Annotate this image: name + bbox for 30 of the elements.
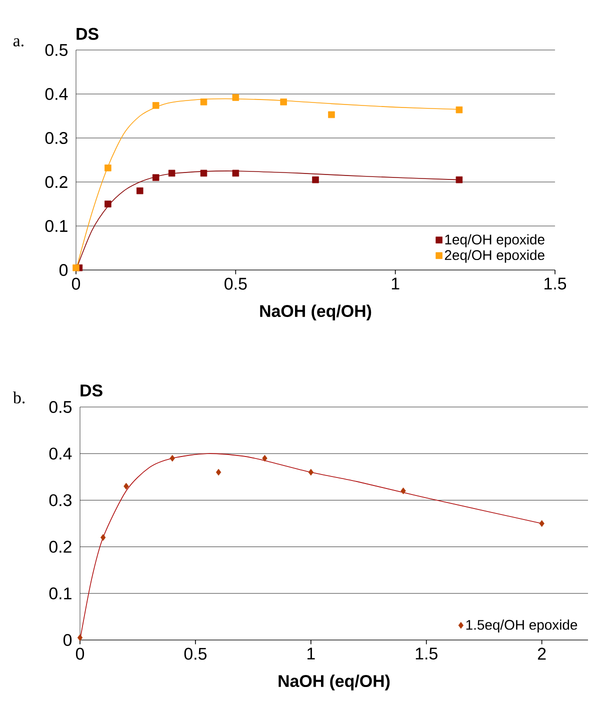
legend-label: 1eq/OH epoxide [445,234,544,248]
x-tick-label: 1.5 [416,648,438,660]
y-tick-label: 0.3 [45,132,68,144]
x-tick-label: 1 [392,278,400,290]
x-tick-label: 2 [538,648,546,660]
x-tick-label: 0.5 [184,648,207,660]
text: b. [12,391,25,404]
y-tick-label: 0.5 [45,44,68,56]
y-tick-label: 0.3 [49,494,72,506]
x-axis-title: NaOH (eq/OH) [260,304,372,320]
y-tick-label: 0.4 [49,448,72,460]
y-axis-title: DS [80,384,102,396]
y-tick-label: 0 [59,264,68,276]
y-tick-label: 0.4 [45,88,68,100]
x-tick-label: 0 [72,278,80,290]
y-tick-label: 0.2 [49,540,72,553]
y-tick-label: 0.1 [45,220,68,232]
x-tick-label: 1.5 [544,278,566,290]
legend-label: 2eq/OH epoxide [444,250,544,263]
legend-label: 1.5eq/OH epoxide [466,620,578,633]
x-tick-label: 1 [308,648,315,660]
x-tick-label: 0 [76,648,84,660]
x-axis-title: NaOH (eq/OH) [278,674,390,690]
y-tick-label: 0.2 [45,176,68,188]
y-tick-label: 0.5 [49,401,72,413]
y-tick-label: 0 [63,634,72,646]
y-tick-label: 0.1 [49,587,72,600]
x-tick-label: 0.5 [224,278,247,290]
y-axis-title: DS [76,28,98,40]
text: a. [13,38,24,46]
